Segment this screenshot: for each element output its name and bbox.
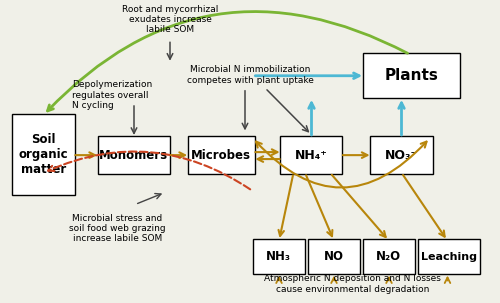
Text: NH₄⁺: NH₄⁺ [295,149,328,162]
Text: Root and mycorrhizal
exudates increase
labile SOM: Root and mycorrhizal exudates increase l… [122,5,218,34]
Text: Depolymerization
regulates overall
N cycling: Depolymerization regulates overall N cyc… [72,80,153,110]
Text: Plants: Plants [384,68,438,83]
Text: N₂O: N₂O [376,250,402,263]
FancyBboxPatch shape [252,239,305,274]
Text: NO: NO [324,250,344,263]
FancyBboxPatch shape [362,239,415,274]
Text: Atmospheric N deposition and N losses
cause environmental degradation: Atmospheric N deposition and N losses ca… [264,274,441,294]
FancyBboxPatch shape [280,136,342,174]
Text: Microbial stress and
soil food web grazing
increase labile SOM: Microbial stress and soil food web grazi… [69,214,166,243]
Text: NH₃: NH₃ [266,250,291,263]
FancyBboxPatch shape [12,114,75,195]
Text: Microbes: Microbes [191,149,252,162]
FancyBboxPatch shape [370,136,432,174]
Text: NO₃⁻: NO₃⁻ [384,149,418,162]
Text: Monomers: Monomers [99,149,168,162]
Text: Microbial N immobilization
competes with plant uptake: Microbial N immobilization competes with… [186,65,314,85]
FancyBboxPatch shape [362,53,460,98]
FancyBboxPatch shape [308,239,360,274]
Text: Leaching: Leaching [421,252,477,262]
FancyBboxPatch shape [98,136,170,174]
FancyBboxPatch shape [418,239,480,274]
Text: Soil
organic
matter: Soil organic matter [19,133,68,176]
FancyBboxPatch shape [188,136,255,174]
